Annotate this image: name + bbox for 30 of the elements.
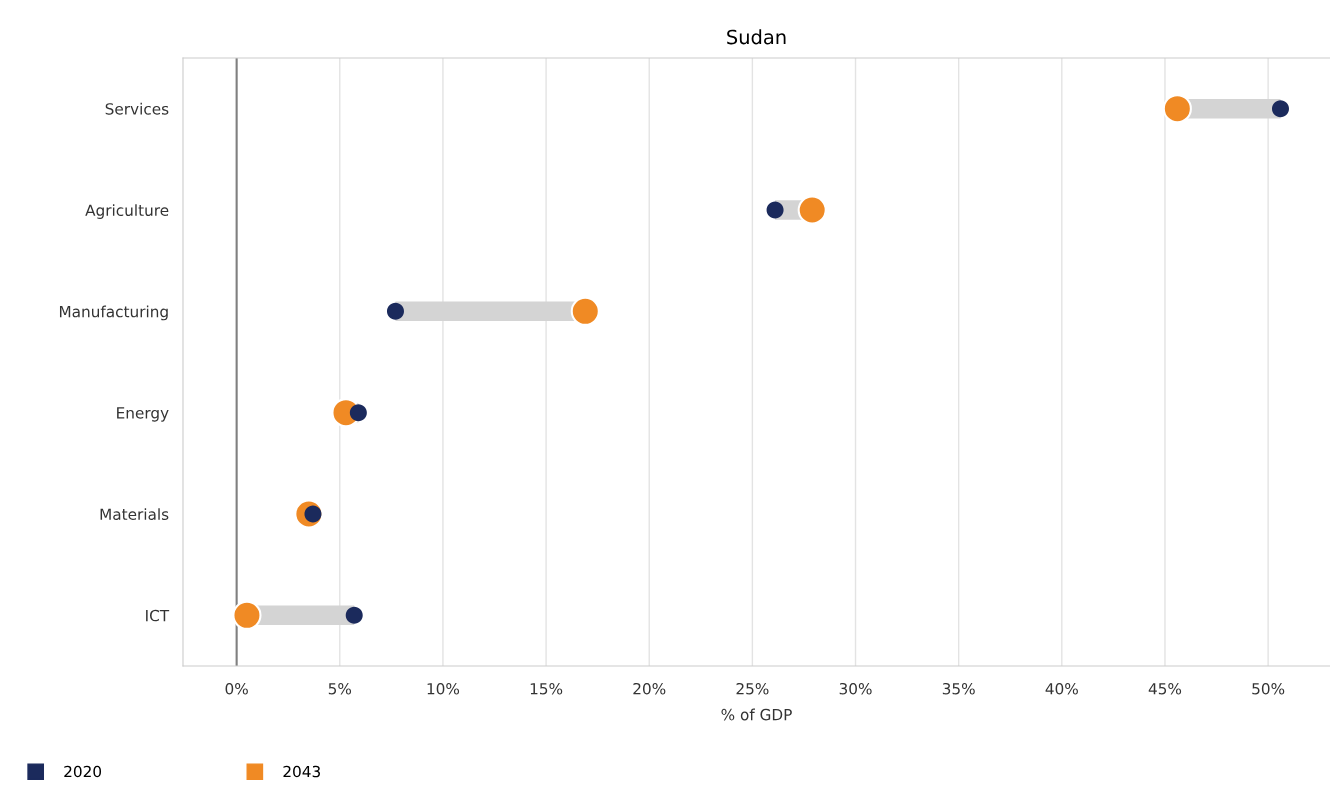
x-tick-label: 45% bbox=[1148, 682, 1182, 695]
point bbox=[1271, 100, 1289, 118]
x-tick-label: 30% bbox=[839, 682, 872, 695]
point bbox=[386, 302, 404, 320]
x-tick-label: 25% bbox=[736, 682, 769, 695]
point bbox=[1162, 94, 1192, 124]
y-tick-label: Services bbox=[105, 102, 169, 115]
x-axis-title: % of GDP bbox=[721, 708, 792, 721]
x-tick-label: 50% bbox=[1252, 682, 1285, 695]
x-tick-label: 0% bbox=[225, 682, 248, 695]
point bbox=[232, 600, 262, 630]
legend-label: 2043 bbox=[283, 765, 320, 778]
point bbox=[349, 404, 367, 422]
point bbox=[766, 201, 784, 219]
point bbox=[797, 195, 827, 225]
y-tick-label: Agriculture bbox=[85, 204, 169, 219]
x-tick-label: 35% bbox=[942, 682, 975, 695]
y-tick-label: Energy bbox=[117, 407, 169, 422]
y-tick-label: Materials bbox=[100, 508, 169, 521]
x-tick-label: 15% bbox=[530, 682, 563, 695]
y-tick-label: Manufacturing bbox=[59, 305, 168, 321]
x-tick-label: 20% bbox=[633, 682, 666, 695]
chart-title: Sudan bbox=[727, 29, 786, 45]
x-tick-label: 5% bbox=[328, 682, 352, 695]
x-tick-label: 10% bbox=[427, 682, 460, 695]
x-tick-label: 40% bbox=[1045, 682, 1078, 695]
point bbox=[570, 296, 600, 326]
y-tick-label: ICT bbox=[146, 609, 170, 622]
point bbox=[345, 606, 363, 624]
legend-label: 2020 bbox=[64, 765, 102, 778]
